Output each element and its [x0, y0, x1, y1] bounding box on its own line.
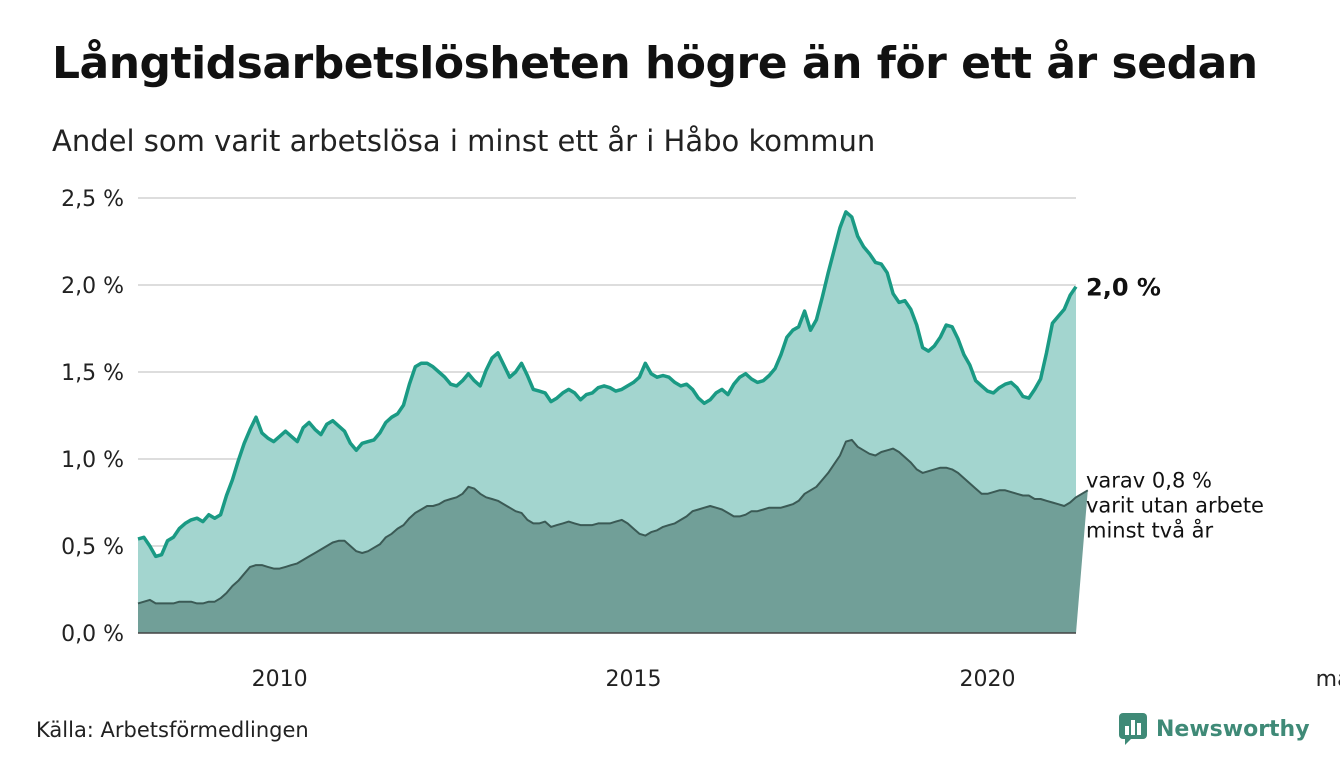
- newsworthy-logo-icon: [1119, 713, 1147, 745]
- y-tick-label-1: 0,5 %: [61, 535, 124, 560]
- long-term-note: varav 0,8 % varit utan arbete minst två …: [1086, 468, 1271, 542]
- x-tick-label-0: 2010: [252, 667, 308, 692]
- y-tick-label-3: 1,5 %: [61, 361, 124, 386]
- area-chart: 0,0 %0,5 %1,0 %1,5 %2,0 %2,5 % 2010 2015 2…: [61, 187, 1340, 692]
- x-tick-label-2: 2020: [960, 667, 1016, 692]
- x-tick-label-3: maj 2025: [1316, 667, 1340, 692]
- x-axis-tick-labels: 2010 2015 2020 maj 2025: [252, 667, 1340, 692]
- y-axis-tick-labels: 0,0 % 0,5 % 1,0 % 1,5 % 2,0 % 2,5 %: [61, 187, 124, 647]
- y-tick-label-2: 1,0 %: [61, 448, 124, 473]
- chart-subtitle: Andel som varit arbetslösa i minst ett å…: [52, 124, 876, 158]
- long-term-note-line-1: varav 0,8 %: [1086, 468, 1212, 492]
- long-term-note-line-3: minst två år: [1086, 517, 1214, 542]
- area-long-term: [138, 439, 1088, 633]
- brand: Newsworthy: [1118, 712, 1310, 746]
- line-total: [137, 210, 1078, 559]
- y-tick-label-0: 0,0 %: [61, 622, 124, 647]
- y-tick-label-5: 2,5 %: [61, 187, 124, 212]
- line-long-term: [137, 438, 1089, 605]
- long-term-note-line-2: varit utan arbete: [1086, 493, 1264, 517]
- end-value-label: 2,0 %: [1086, 274, 1161, 302]
- x-tick-label-1: 2015: [606, 667, 662, 692]
- y-tick-label-4: 2,0 %: [61, 274, 124, 299]
- chart-title: Långtidsarbetslösheten högre än för ett …: [52, 38, 1258, 89]
- source-credit: Källa: Arbetsförmedlingen: [36, 718, 309, 742]
- brand-name: Newsworthy: [1156, 716, 1310, 742]
